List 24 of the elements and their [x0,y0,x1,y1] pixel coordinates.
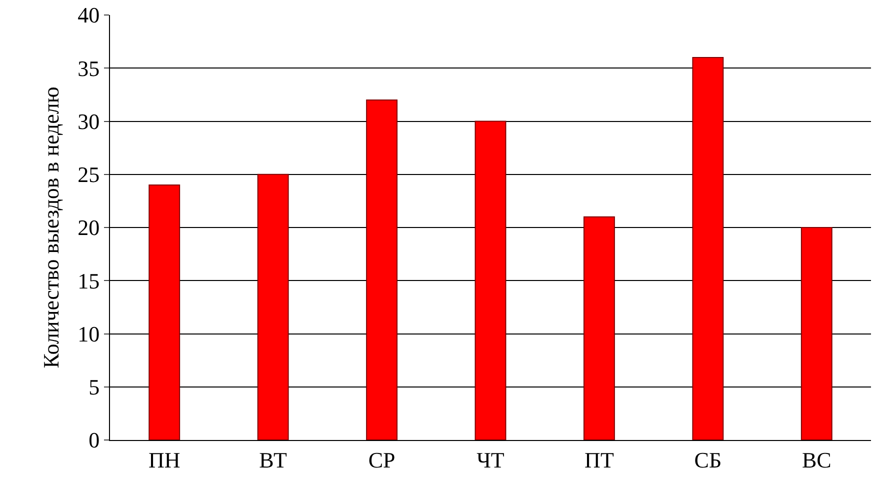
bar [257,174,289,440]
bar [366,100,398,440]
x-tick-label: ПН [148,447,180,472]
bar [583,216,615,440]
y-tick-label: 30 [78,108,100,134]
x-tick-label: ВТ [259,447,288,472]
bar [148,184,180,440]
bar [474,120,506,440]
y-axis-title: Количество выездов в неделю [38,86,64,368]
x-tick-label: ВС [802,447,832,472]
y-tick-label: 15 [78,268,100,294]
y-tick-label: 35 [78,56,100,81]
y-tick-label: 10 [78,321,100,346]
bar [692,57,724,440]
x-tick-label: СБ [694,447,722,472]
y-tick-label: 20 [78,215,100,240]
bar [800,227,832,440]
y-tick-label: 0 [88,428,100,453]
y-tick-label: 5 [88,374,100,400]
y-tick-label: 25 [78,162,100,188]
x-tick-label: СР [368,447,396,472]
x-tick-label: ПТ [584,447,614,472]
x-tick-label: ЧТ [476,447,505,472]
y-tick-label: 40 [78,2,100,28]
